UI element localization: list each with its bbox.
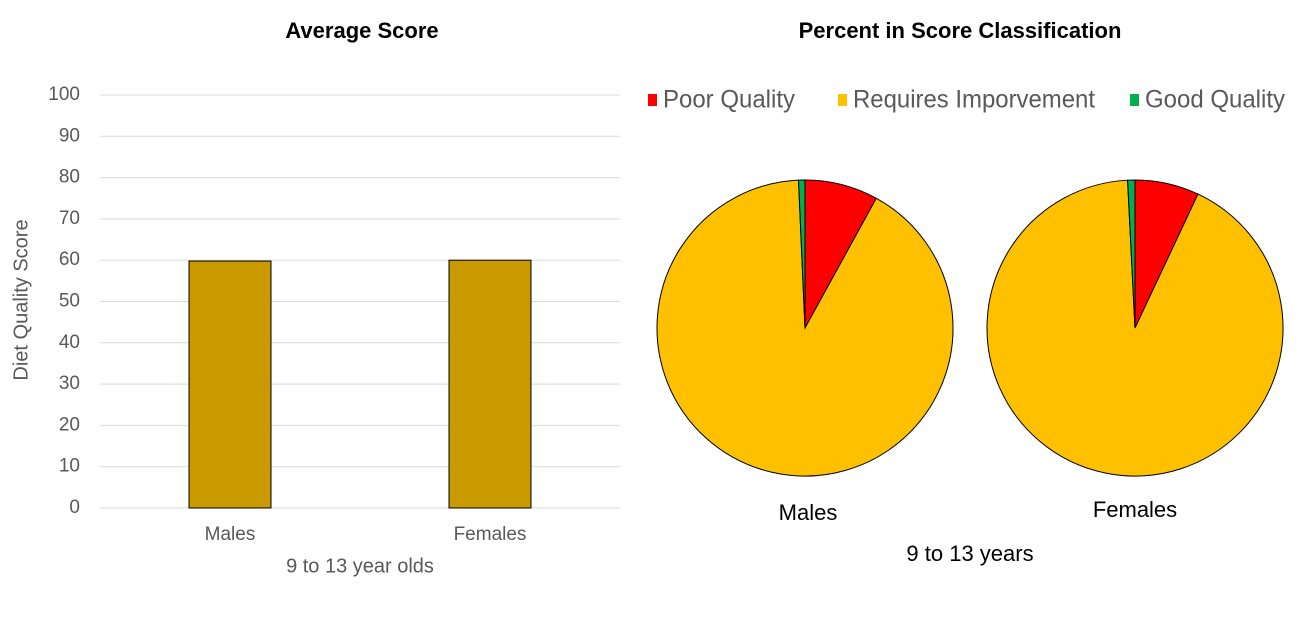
y-tick-label: 40 — [59, 332, 80, 353]
legend-label: Good Quality — [1145, 86, 1285, 114]
bar — [188, 260, 272, 509]
x-axis-label: 9 to 13 years — [906, 541, 1033, 566]
y-axis-label: Diet Quality Score — [10, 219, 32, 380]
y-tick-label: 0 — [69, 497, 80, 518]
x-tick-label: Females — [454, 524, 527, 545]
legend-marker — [838, 94, 847, 106]
pie-slice — [986, 179, 1284, 477]
chart-title: Average Score — [285, 18, 438, 43]
y-tick-label: 30 — [59, 373, 80, 394]
x-tick-label: Males — [205, 524, 256, 545]
y-tick-label: 90 — [59, 125, 80, 146]
pie-slice — [656, 179, 954, 477]
bar — [448, 259, 532, 509]
y-tick-label: 10 — [59, 456, 80, 477]
pie-label: Males — [779, 500, 838, 525]
legend-marker — [648, 94, 657, 106]
y-tick-label: 100 — [48, 84, 80, 105]
y-tick-label: 70 — [59, 208, 80, 229]
x-axis-label: 9 to 13 year olds — [286, 555, 434, 577]
legend-label: Poor Quality — [663, 86, 795, 114]
chart-title: Percent in Score Classification — [799, 18, 1122, 43]
pie-label: Females — [1093, 497, 1177, 522]
y-tick-label: 20 — [59, 414, 80, 435]
pie-slice — [1127, 179, 1136, 329]
y-tick-label: 80 — [59, 167, 80, 188]
legend-marker — [1130, 94, 1139, 106]
legend-label: Requires Imporvement — [853, 86, 1095, 114]
pie-slice — [797, 179, 806, 329]
y-tick-label: 50 — [59, 291, 80, 312]
y-tick-label: 60 — [59, 249, 80, 270]
